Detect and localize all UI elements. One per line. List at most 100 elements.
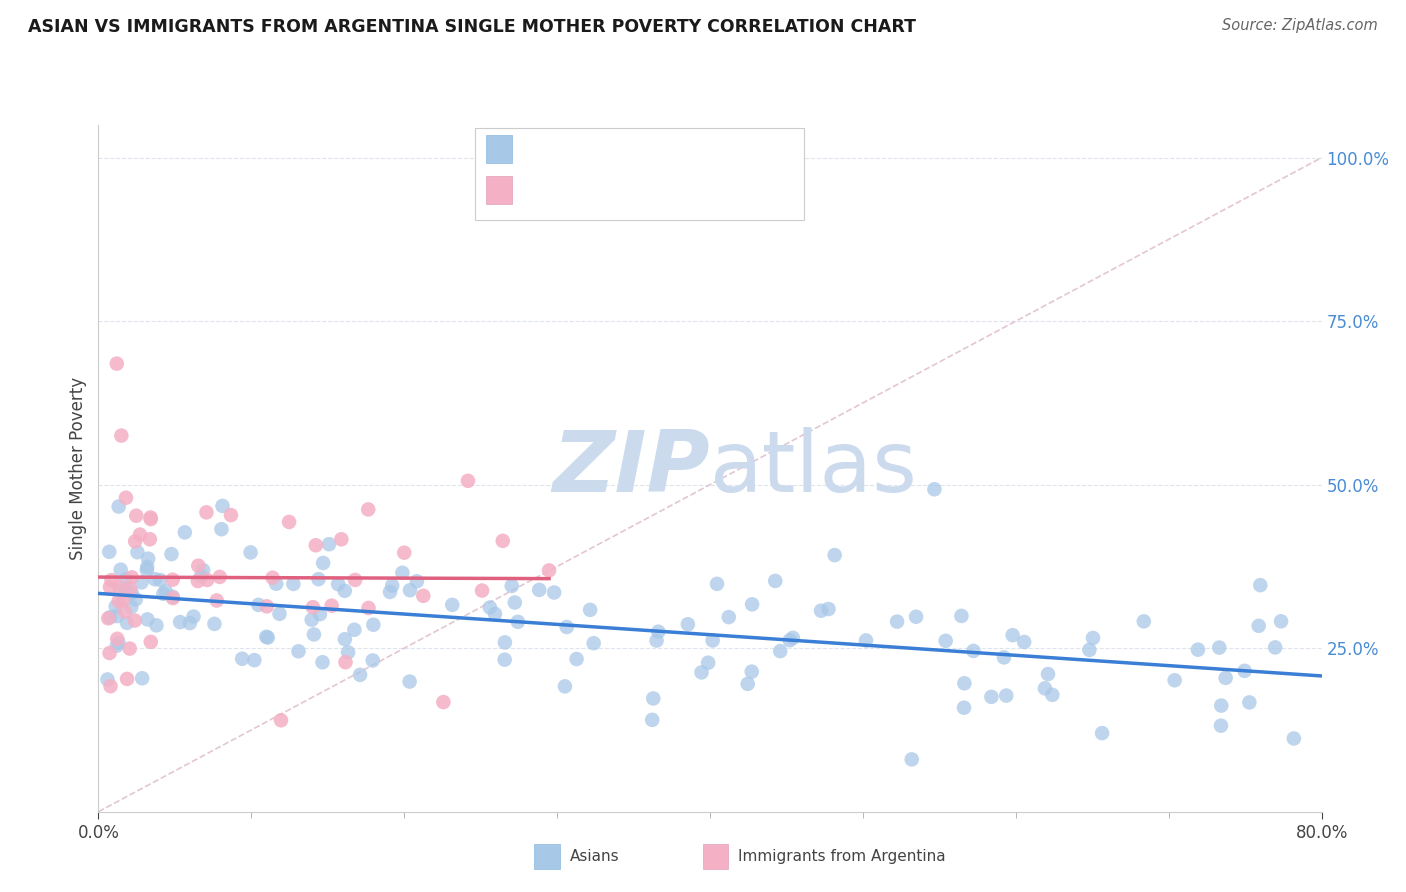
Point: [471, 583, 494, 598]
Point: [204, 616, 226, 631]
Point: [741, 665, 763, 679]
Point: [484, 607, 506, 621]
Point: [115, 615, 138, 630]
Point: [179, 616, 201, 631]
Point: [676, 617, 699, 632]
Point: [269, 607, 291, 621]
Point: [96, 673, 118, 687]
Point: [243, 653, 266, 667]
Point: [741, 598, 763, 612]
Point: [270, 713, 292, 727]
Point: [330, 533, 353, 547]
Point: [195, 573, 218, 587]
Point: [337, 645, 360, 659]
Point: [283, 577, 305, 591]
Point: [645, 633, 668, 648]
Point: [381, 579, 404, 593]
Point: [247, 598, 270, 612]
Point: [953, 676, 976, 690]
Point: [108, 580, 131, 594]
Point: [152, 587, 174, 601]
Point: [105, 639, 128, 653]
Point: [169, 615, 191, 629]
Point: [501, 579, 523, 593]
Point: [110, 563, 132, 577]
Point: [412, 589, 434, 603]
Point: [149, 573, 172, 587]
Point: [136, 551, 159, 566]
Point: [120, 599, 142, 614]
Point: [1264, 640, 1286, 655]
Text: N =: N =: [633, 140, 669, 158]
Point: [100, 573, 122, 587]
Text: ZIP: ZIP: [553, 426, 710, 510]
Point: [349, 668, 371, 682]
Point: [183, 609, 205, 624]
Point: [256, 599, 278, 614]
Point: [886, 615, 908, 629]
Point: [98, 610, 121, 624]
Point: [231, 652, 253, 666]
Point: [120, 582, 142, 596]
Point: [143, 572, 166, 586]
Point: [924, 483, 946, 497]
Point: [1233, 664, 1256, 678]
Point: [643, 691, 665, 706]
Point: [100, 679, 122, 693]
Point: [1239, 695, 1261, 709]
Point: [107, 594, 129, 608]
Text: N =: N =: [633, 181, 669, 199]
Point: [1133, 615, 1156, 629]
Point: [139, 635, 162, 649]
Point: [555, 620, 578, 634]
Point: [962, 644, 984, 658]
Point: [115, 672, 138, 686]
Point: [305, 538, 328, 552]
Point: [107, 636, 129, 650]
Point: [127, 545, 149, 559]
Point: [118, 641, 141, 656]
Point: [125, 508, 148, 523]
Point: [302, 600, 325, 615]
Point: [211, 522, 233, 536]
Point: [309, 607, 332, 621]
Point: [537, 563, 560, 577]
Point: [115, 582, 138, 597]
Point: [97, 611, 120, 625]
Point: [191, 563, 214, 577]
Point: [357, 601, 380, 615]
Point: [717, 610, 740, 624]
Point: [702, 633, 724, 648]
Point: [953, 700, 976, 714]
Point: [554, 679, 576, 693]
Point: [311, 655, 333, 669]
Point: [432, 695, 454, 709]
Point: [582, 636, 605, 650]
Point: [239, 545, 262, 559]
Point: [1036, 667, 1059, 681]
Point: [115, 572, 138, 586]
Point: [980, 690, 1002, 704]
Point: [579, 603, 602, 617]
Point: [105, 632, 128, 646]
Point: [112, 592, 135, 607]
Point: [824, 548, 846, 562]
Point: [187, 558, 209, 573]
Point: [706, 577, 728, 591]
Point: [98, 646, 121, 660]
Point: [104, 599, 127, 614]
Point: [321, 599, 343, 613]
Point: [905, 609, 928, 624]
Y-axis label: Single Mother Poverty: Single Mother Poverty: [69, 376, 87, 560]
Point: [162, 591, 184, 606]
Point: [105, 609, 128, 624]
Point: [457, 474, 479, 488]
Point: [328, 577, 350, 591]
Point: [278, 515, 301, 529]
Point: [208, 570, 231, 584]
Point: [129, 527, 152, 541]
Point: [1247, 619, 1270, 633]
Point: [737, 677, 759, 691]
Point: [124, 534, 146, 549]
Point: [110, 428, 132, 442]
